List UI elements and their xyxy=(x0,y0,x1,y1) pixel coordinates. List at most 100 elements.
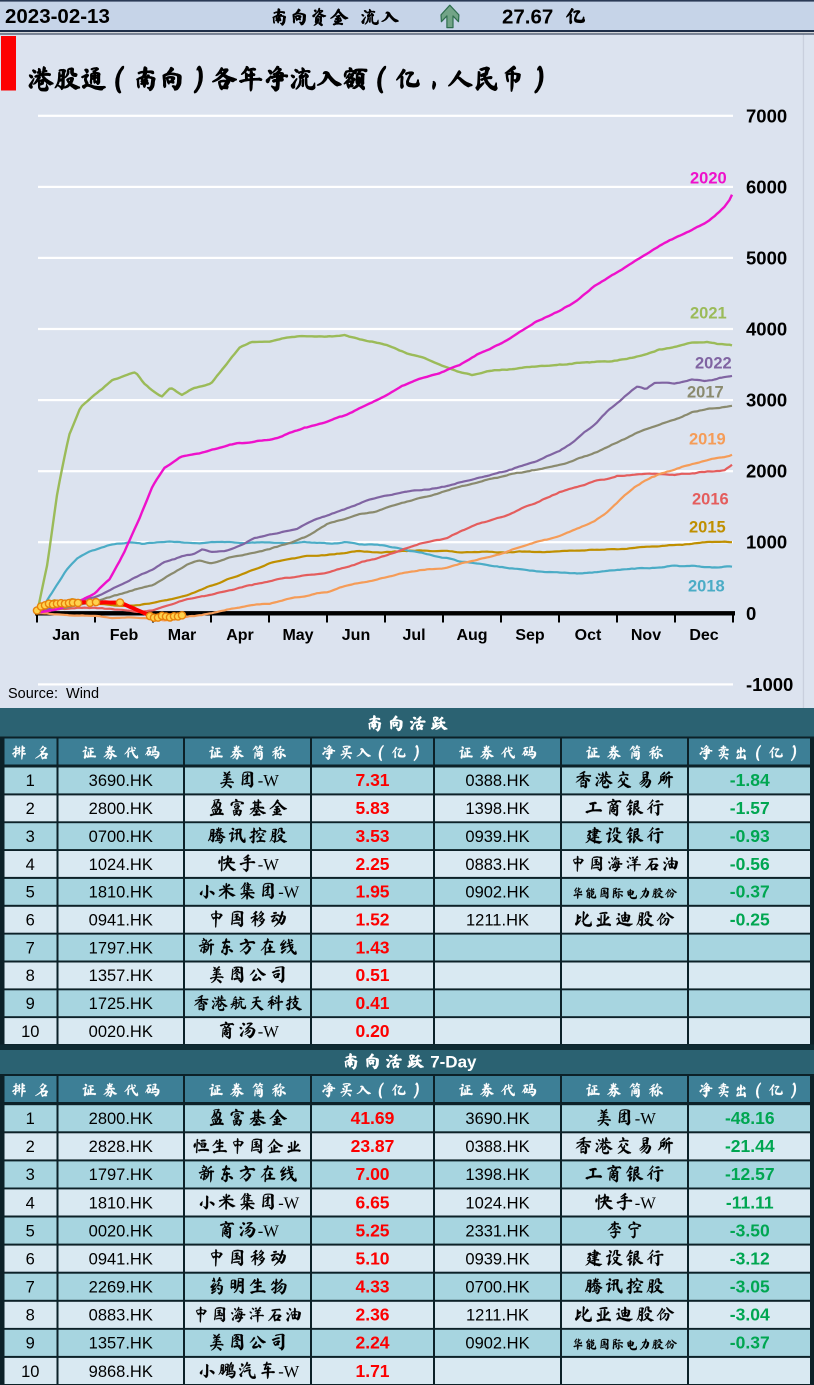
svg-text:6: 6 xyxy=(26,912,35,930)
svg-text:9: 9 xyxy=(26,1335,35,1353)
svg-text:27.67: 27.67 xyxy=(502,6,553,29)
svg-text:0020.HK: 0020.HK xyxy=(89,1023,153,1041)
svg-text:Aug: Aug xyxy=(456,627,487,644)
svg-text:-0.37: -0.37 xyxy=(730,1333,770,1353)
svg-text:1.95: 1.95 xyxy=(355,882,389,902)
svg-text:1024.HK: 1024.HK xyxy=(89,856,153,874)
svg-text:-21.44: -21.44 xyxy=(725,1136,775,1156)
svg-text:1211.HK: 1211.HK xyxy=(466,912,529,930)
svg-text:0939.HK: 0939.HK xyxy=(465,1250,529,1268)
svg-text:3.53: 3.53 xyxy=(355,826,389,846)
svg-text:4: 4 xyxy=(26,856,35,874)
svg-text:-12.57: -12.57 xyxy=(725,1164,775,1184)
svg-text:-11.11: -11.11 xyxy=(726,1192,774,1212)
svg-text:1810.HK: 1810.HK xyxy=(89,1194,153,1212)
svg-text:Mar: Mar xyxy=(168,627,196,644)
svg-text:7.31: 7.31 xyxy=(355,770,389,790)
svg-text:3: 3 xyxy=(26,828,35,846)
svg-text:1.52: 1.52 xyxy=(355,910,389,930)
svg-text:-3.12: -3.12 xyxy=(730,1248,770,1268)
svg-text:5.83: 5.83 xyxy=(355,798,389,818)
svg-text:0941.HK: 0941.HK xyxy=(89,1250,153,1268)
svg-text:1211.HK: 1211.HK xyxy=(466,1307,529,1325)
svg-text:Dec: Dec xyxy=(689,627,718,644)
svg-text:2019: 2019 xyxy=(689,431,726,449)
svg-text:0.20: 0.20 xyxy=(355,1021,389,1041)
svg-text:0020.HK: 0020.HK xyxy=(89,1222,153,1240)
svg-text:2000: 2000 xyxy=(746,461,787,482)
svg-text:2.24: 2.24 xyxy=(355,1333,389,1353)
svg-text:2015: 2015 xyxy=(689,519,726,537)
svg-text:1797.HK: 1797.HK xyxy=(89,1166,153,1184)
svg-text:2269.HK: 2269.HK xyxy=(89,1279,153,1297)
svg-text:0388.HK: 0388.HK xyxy=(465,772,529,790)
svg-text:-W: -W xyxy=(635,1193,656,1212)
svg-text:-W: -W xyxy=(258,771,279,790)
svg-text:-3.05: -3.05 xyxy=(730,1277,770,1297)
svg-text:7000: 7000 xyxy=(746,105,787,126)
svg-text:0902.HK: 0902.HK xyxy=(465,1335,529,1353)
svg-text:2.36: 2.36 xyxy=(355,1305,389,1325)
svg-text:-0.25: -0.25 xyxy=(730,910,770,930)
svg-text:-W: -W xyxy=(258,1022,279,1041)
svg-text:3000: 3000 xyxy=(746,390,787,411)
svg-text:-W: -W xyxy=(258,1221,279,1240)
svg-text:2800.HK: 2800.HK xyxy=(89,1110,153,1128)
svg-text:-1.84: -1.84 xyxy=(730,770,770,790)
svg-text:2016: 2016 xyxy=(692,491,729,509)
svg-text:0.51: 0.51 xyxy=(355,965,389,985)
svg-text:-W: -W xyxy=(635,1109,656,1128)
svg-text:0883.HK: 0883.HK xyxy=(89,1307,153,1325)
svg-text:Oct: Oct xyxy=(575,627,602,644)
svg-text:0941.HK: 0941.HK xyxy=(89,912,153,930)
svg-text:2331.HK: 2331.HK xyxy=(465,1222,529,1240)
svg-text:5.10: 5.10 xyxy=(355,1248,389,1268)
svg-text:1398.HK: 1398.HK xyxy=(465,1166,529,1184)
svg-text:7: 7 xyxy=(26,1279,35,1297)
svg-text:0700.HK: 0700.HK xyxy=(89,828,153,846)
svg-text:-W: -W xyxy=(258,855,279,874)
svg-text:Feb: Feb xyxy=(110,627,139,644)
svg-text:2022: 2022 xyxy=(695,355,732,373)
svg-text:5: 5 xyxy=(26,884,35,902)
svg-text:-1.57: -1.57 xyxy=(730,798,770,818)
svg-text:9: 9 xyxy=(26,995,35,1013)
svg-text:-W: -W xyxy=(278,1362,299,1381)
svg-text:0939.HK: 0939.HK xyxy=(465,828,529,846)
svg-text:2018: 2018 xyxy=(688,578,725,596)
svg-text:3690.HK: 3690.HK xyxy=(465,1110,529,1128)
svg-text:Jan: Jan xyxy=(52,627,80,644)
svg-text:0.41: 0.41 xyxy=(355,993,389,1013)
svg-text:4000: 4000 xyxy=(746,319,787,340)
svg-text:-3.04: -3.04 xyxy=(730,1305,770,1325)
svg-text:1000: 1000 xyxy=(746,532,787,553)
svg-text:6000: 6000 xyxy=(746,176,787,197)
svg-text:2.25: 2.25 xyxy=(355,854,389,874)
svg-text:1398.HK: 1398.HK xyxy=(465,800,529,818)
svg-text:8: 8 xyxy=(26,967,35,985)
svg-text:10: 10 xyxy=(21,1023,39,1041)
svg-text:Jun: Jun xyxy=(342,627,370,644)
svg-text:23.87: 23.87 xyxy=(351,1136,395,1156)
svg-text:10: 10 xyxy=(21,1363,39,1381)
svg-text:1797.HK: 1797.HK xyxy=(89,939,153,957)
svg-text:4: 4 xyxy=(26,1194,35,1212)
svg-text:3: 3 xyxy=(26,1166,35,1184)
svg-text:-3.50: -3.50 xyxy=(730,1220,770,1240)
svg-text:6: 6 xyxy=(26,1250,35,1268)
svg-text:-0.93: -0.93 xyxy=(730,826,770,846)
svg-text:2: 2 xyxy=(26,1138,35,1156)
svg-text:-1000: -1000 xyxy=(746,674,793,695)
svg-text:1: 1 xyxy=(26,772,35,790)
svg-text:-W: -W xyxy=(278,1193,299,1212)
svg-text:6.65: 6.65 xyxy=(355,1192,389,1212)
svg-text:2020: 2020 xyxy=(690,170,727,188)
svg-text:-W: -W xyxy=(278,883,299,902)
svg-text:-0.56: -0.56 xyxy=(730,854,770,874)
svg-text:5.25: 5.25 xyxy=(355,1220,389,1240)
svg-text:-0.37: -0.37 xyxy=(730,882,770,902)
svg-text:5000: 5000 xyxy=(746,247,787,268)
svg-text:1.43: 1.43 xyxy=(355,937,389,957)
svg-text:2021: 2021 xyxy=(690,305,727,323)
svg-text:1: 1 xyxy=(26,1110,35,1128)
